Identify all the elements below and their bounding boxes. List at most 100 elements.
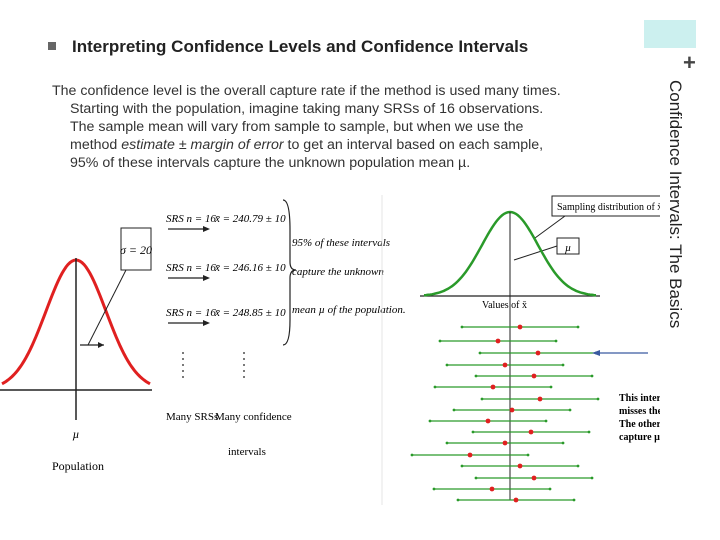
many-ci-label-1: Many confidence: [215, 411, 292, 423]
interval-endpoint: [428, 419, 432, 423]
srs-arrowhead-2: [203, 275, 210, 281]
corner-accent-block: [644, 20, 696, 48]
sample-mean-point: [485, 418, 491, 424]
body-line-4-em: estimate ± margin of error: [121, 137, 284, 153]
interval-group: [410, 324, 600, 503]
interval-endpoint: [480, 397, 484, 401]
sigma-pointer: [87, 269, 127, 346]
title-bullet: [48, 42, 56, 50]
srs-column: SRS n = 16 SRS n = 16 SRS n = 16 Many SR…: [166, 213, 218, 423]
brace-text-2: capture the unknown: [292, 266, 384, 278]
interval-endpoint: [526, 453, 530, 457]
interval-endpoint: [471, 430, 475, 434]
body-line-1: The confidence level is the overall capt…: [52, 83, 561, 99]
many-ci-label-2: intervals: [228, 446, 266, 458]
population-distribution: σ = 20 µ Population: [0, 227, 152, 473]
mu-pointer: [513, 245, 558, 261]
interval-endpoint: [460, 325, 464, 329]
sample-mean-point: [495, 338, 501, 344]
brace-text-1: 95% of these intervals: [292, 237, 390, 249]
sample-mean-point: [502, 440, 508, 446]
interval-endpoint: [587, 430, 591, 434]
population-label: Population: [52, 459, 104, 473]
interval-endpoint: [452, 408, 456, 412]
sampling-dist-pointer: [534, 215, 566, 239]
interval-endpoint: [445, 441, 449, 445]
sample-mean-point: [535, 350, 541, 356]
interval-endpoint: [576, 464, 580, 468]
interval-endpoint: [432, 487, 436, 491]
interval-endpoint: [568, 408, 572, 412]
interval-endpoint: [410, 453, 414, 457]
sample-mean-point: [467, 452, 473, 458]
interval-endpoint: [474, 476, 478, 480]
sample-mean-point: [517, 463, 523, 469]
brace: [282, 199, 297, 346]
srs-arrowhead-1: [203, 226, 210, 232]
interval-endpoint: [438, 339, 442, 343]
body-text: The confidence level is the overall capt…: [52, 82, 652, 172]
callout-box: [612, 384, 660, 454]
sampling-dist-label: Sampling distribution of x̄: [557, 202, 660, 213]
interval-endpoint: [572, 498, 576, 502]
callout-arrowhead: [592, 350, 600, 356]
interval-endpoint: [561, 363, 565, 367]
xbar-label-2: x̄ = 246.16 ± 10: [214, 262, 286, 274]
sigma-arrowhead: [98, 342, 104, 348]
interval-endpoint: [544, 419, 548, 423]
sigma-label: σ = 20: [120, 243, 152, 257]
body-line-4: method estimate ± margin of error to get…: [52, 136, 652, 154]
callout-line-1: This interval: [619, 393, 660, 404]
callout-line-3: The others all: [619, 419, 660, 430]
srs-label-1: SRS n = 16: [166, 213, 216, 225]
slide-title: Interpreting Confidence Levels and Confi…: [72, 37, 529, 56]
body-line-3: The sample mean will vary from sample to…: [70, 119, 524, 135]
sampling-distribution-panel: Sampling distribution of x̄ µ Values of …: [381, 195, 660, 505]
population-mu-label: µ: [73, 427, 80, 441]
interval-endpoint: [456, 498, 460, 502]
interval-endpoint: [590, 476, 594, 480]
interval-endpoint: [596, 397, 600, 401]
many-srss-label: Many SRSs: [166, 411, 218, 423]
sample-mean-point: [509, 407, 515, 413]
brace-text-3: mean µ of the population.: [292, 304, 406, 316]
body-line-4-post: to get an interval based on each sample,: [283, 137, 544, 153]
sample-mean-point: [531, 475, 537, 481]
sample-mean-point: [502, 362, 508, 368]
sample-mean-point: [489, 486, 495, 492]
xbar-label-3: x̄ = 248.85 ± 10: [214, 307, 286, 319]
srs-label-3: SRS n = 16: [166, 307, 216, 319]
interval-endpoint: [561, 441, 565, 445]
sample-mean-point: [531, 373, 537, 379]
sampling-dist-box: [551, 195, 660, 217]
interval-endpoint: [433, 385, 437, 389]
xbar-column: x̄ = 240.79 ± 10 x̄ = 246.16 ± 10 x̄ = 2…: [214, 199, 406, 458]
sigma-box: [120, 227, 152, 271]
mu-box-label: µ: [565, 242, 571, 254]
sample-mean-point: [490, 384, 496, 390]
interval-endpoint: [478, 351, 482, 355]
interval-endpoint: [549, 385, 553, 389]
srs-label-2: SRS n = 16: [166, 262, 216, 274]
sample-mean-point: [528, 429, 534, 435]
interval-endpoint: [548, 487, 552, 491]
sample-mean-point: [513, 497, 519, 503]
body-line-2: Starting with the population, imagine ta…: [70, 101, 544, 117]
interval-endpoint: [460, 464, 464, 468]
sample-mean-point: [517, 324, 523, 330]
interval-endpoint: [474, 374, 478, 378]
callout-line-2: misses the true µ.: [619, 406, 660, 417]
section-title-vertical: Confidence Intervals: The Basics: [666, 80, 685, 329]
values-axis-label: Values of x̄: [482, 300, 527, 311]
body-line-5: 95% of these intervals capture the unkno…: [70, 155, 471, 171]
interval-endpoint: [554, 339, 558, 343]
plus-sign: +: [683, 50, 696, 75]
interval-endpoint: [445, 363, 449, 367]
interval-endpoint: [576, 325, 580, 329]
sample-mean-point: [537, 396, 543, 402]
confidence-interval-figure: σ = 20 µ Population SRS n = 16 SRS n = 1…: [0, 195, 660, 505]
body-line-4-pre: method: [70, 137, 122, 153]
interval-endpoint: [590, 374, 594, 378]
xbar-label-1: x̄ = 240.79 ± 10: [214, 213, 286, 225]
srs-arrowhead-3: [203, 320, 210, 326]
